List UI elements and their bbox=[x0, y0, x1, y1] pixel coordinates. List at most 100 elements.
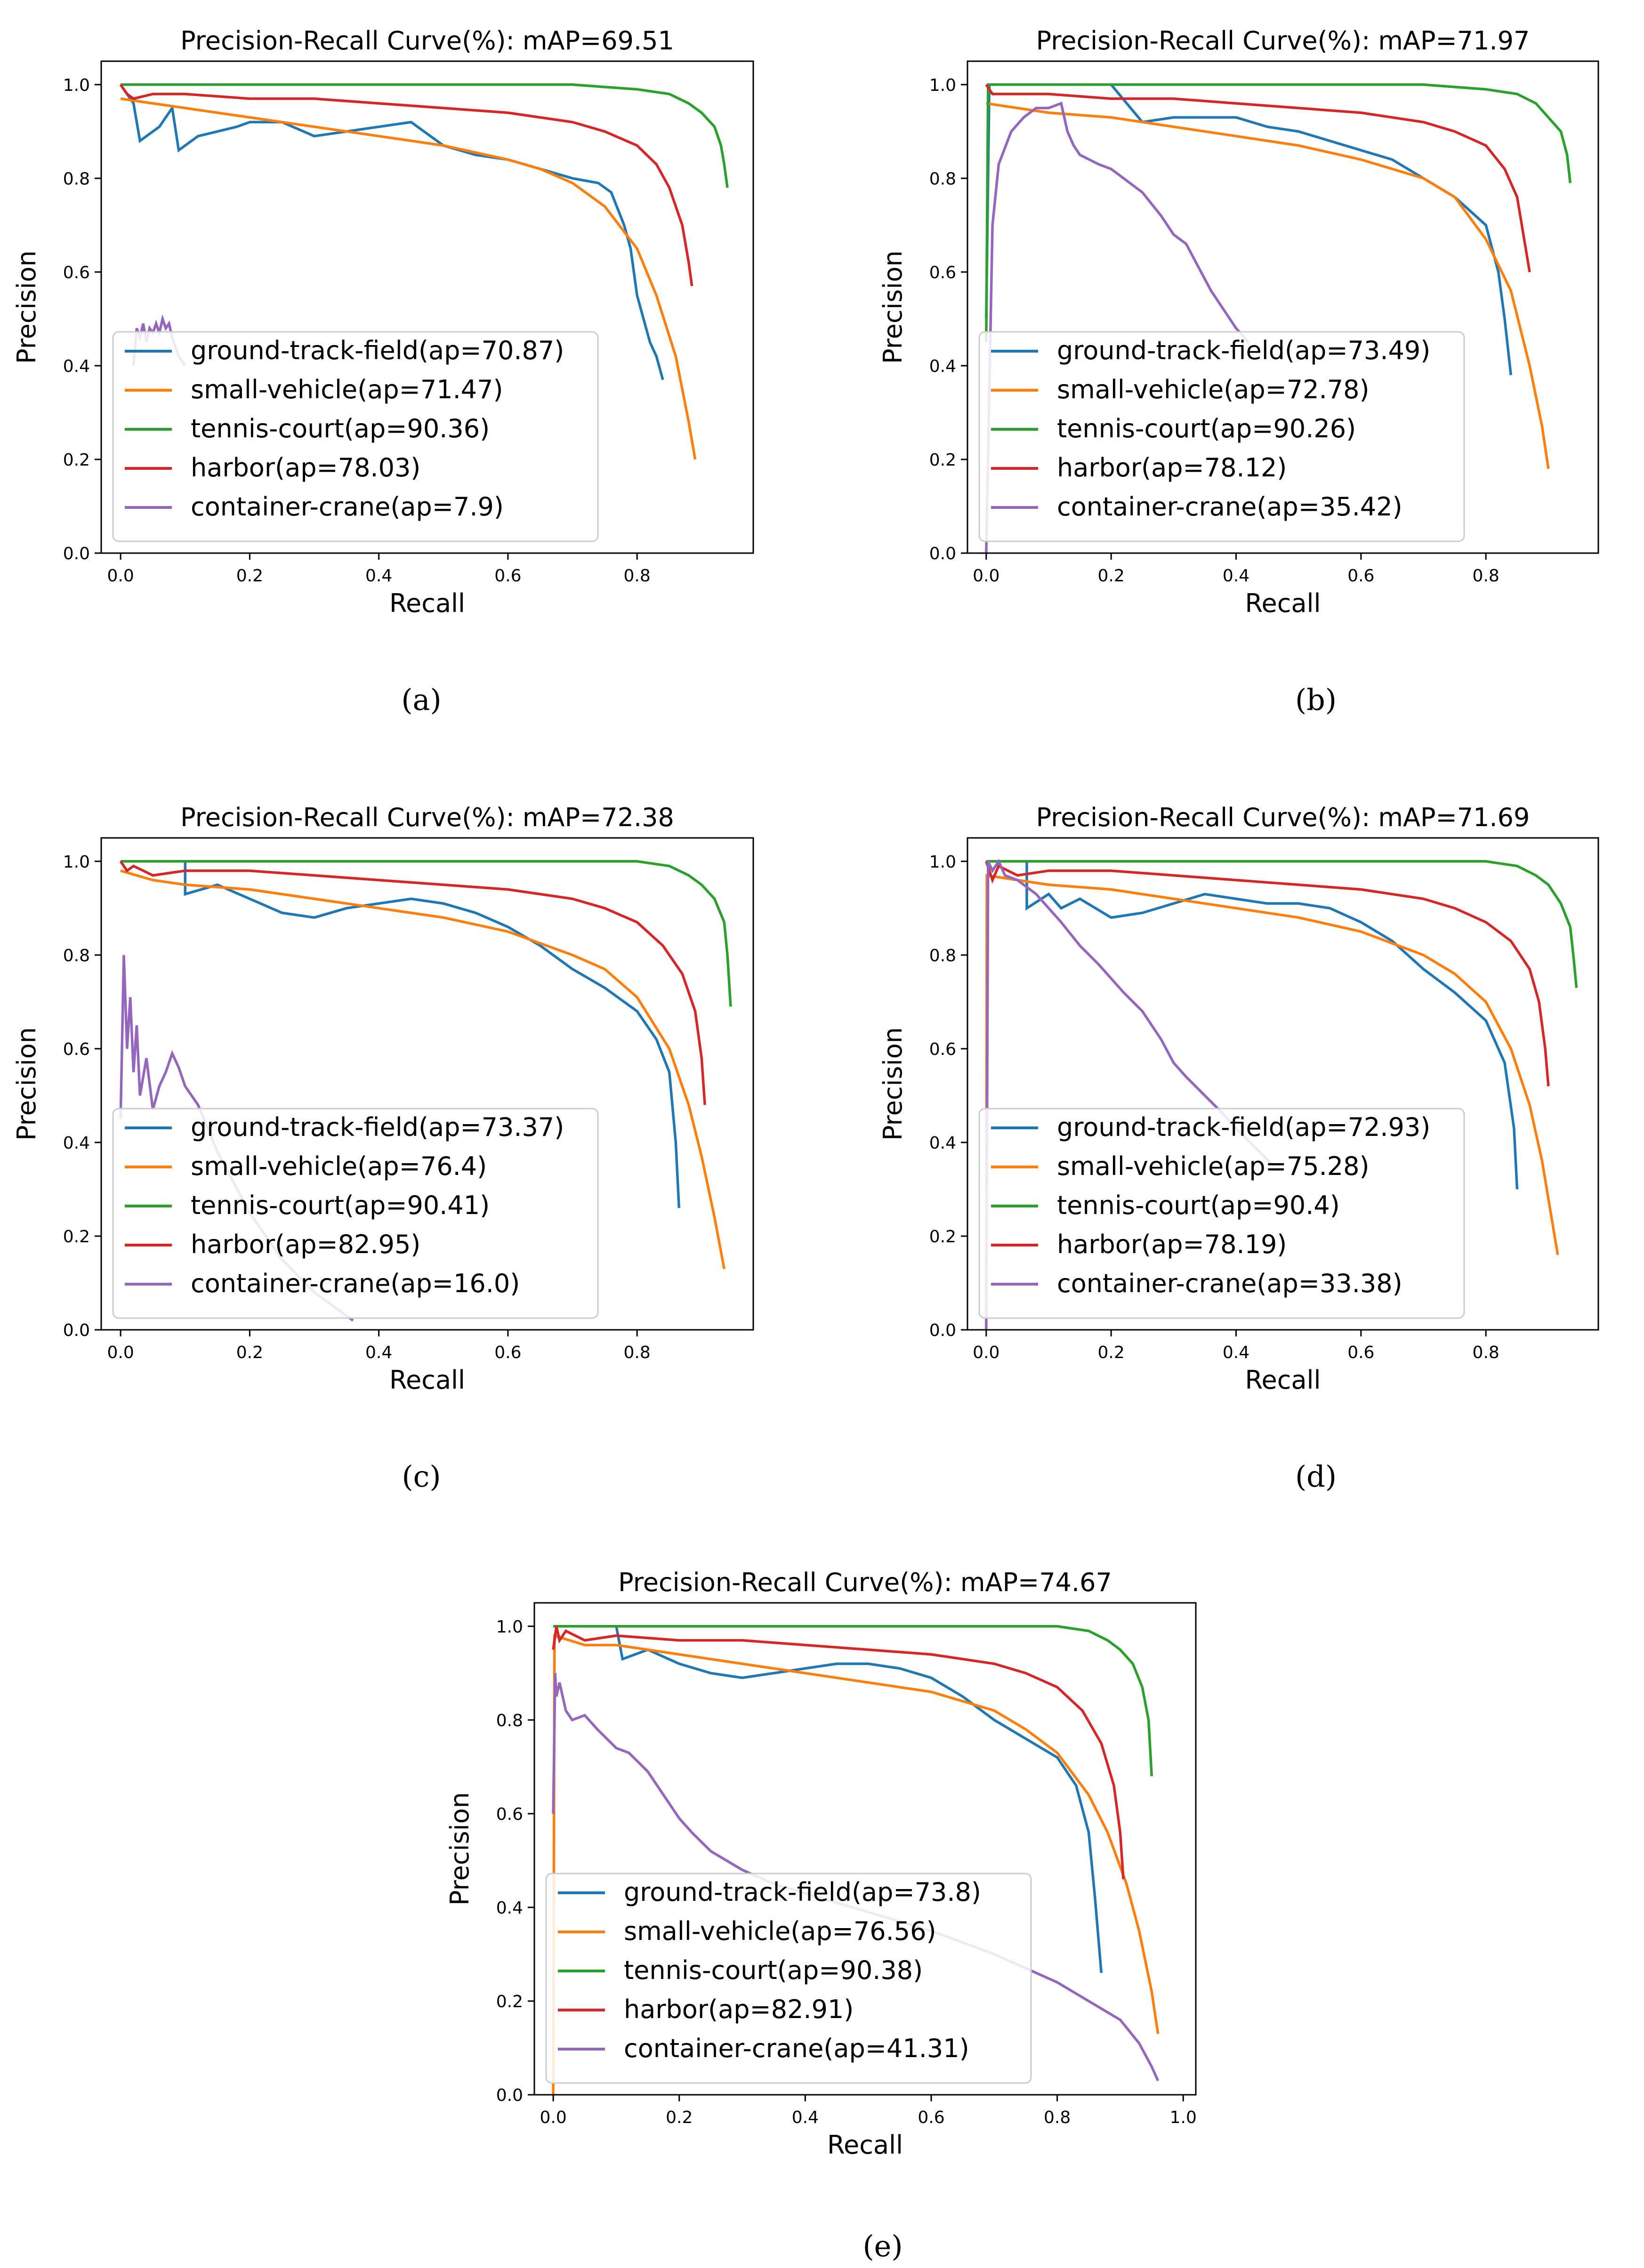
chart-title: Precision-Recall Curve(%): mAP=71.97 bbox=[1036, 26, 1530, 56]
x-tick-label: 0.2 bbox=[236, 566, 263, 586]
y-tick-label: 0.2 bbox=[929, 450, 956, 470]
chart-panel-d: Precision-Recall Curve(%): mAP=71.69 0.0 0… bbox=[878, 803, 1599, 1494]
series-line-0 bbox=[553, 1625, 1103, 1973]
legend-box bbox=[978, 331, 1465, 542]
legend-box bbox=[978, 1108, 1465, 1319]
y-tick-label: 0.2 bbox=[63, 1227, 90, 1247]
series-line-2 bbox=[121, 860, 732, 1007]
y-tick-label: 0.6 bbox=[929, 1040, 956, 1059]
y-axis-label: Precision bbox=[878, 1027, 908, 1141]
x-tick-label: 0.6 bbox=[1347, 1343, 1374, 1362]
legend-label: container-crane(ap=16.0) bbox=[191, 1269, 520, 1298]
x-tick-label: 0.4 bbox=[1223, 1343, 1249, 1362]
x-tick-label: 0.0 bbox=[107, 566, 134, 586]
legend-box bbox=[112, 331, 599, 542]
y-tick-label: 0.4 bbox=[929, 1134, 956, 1153]
y-axis-label: Precision bbox=[12, 1027, 41, 1141]
y-tick-label: 0.8 bbox=[63, 169, 90, 189]
legend: ground-track-field(ap=73.8) small-vehicle… bbox=[545, 1873, 1032, 2084]
x-axis-label: Recall bbox=[1245, 588, 1321, 618]
series-line-3 bbox=[552, 1626, 1125, 1880]
y-tick-label: 0.6 bbox=[63, 1040, 90, 1059]
x-axis-label: Recall bbox=[1245, 1365, 1321, 1395]
y-tick-label: 1.0 bbox=[929, 853, 956, 872]
y-tick-label: 1.0 bbox=[63, 76, 90, 95]
y-tick-label: 1.0 bbox=[63, 853, 90, 872]
y-tick-label: 0.0 bbox=[63, 544, 90, 563]
plot-frame bbox=[967, 837, 1599, 1331]
legend-label: tennis-court(ap=90.38) bbox=[624, 1955, 923, 1985]
series-line-0 bbox=[119, 84, 664, 380]
x-tick-label: 0.6 bbox=[494, 566, 521, 586]
legend-box bbox=[112, 1108, 599, 1319]
series-line-3 bbox=[119, 84, 693, 287]
legend: ground-track-field(ap=73.49) small-vehicl… bbox=[978, 331, 1465, 542]
legend-label: tennis-court(ap=90.36) bbox=[191, 414, 490, 443]
y-tick-label: 0.6 bbox=[496, 1805, 523, 1824]
x-tick-label: 0.0 bbox=[973, 566, 999, 586]
series-line-0 bbox=[121, 860, 681, 1208]
x-tick-label: 0.0 bbox=[973, 1343, 999, 1362]
legend-label: ground-track-field(ap=73.8) bbox=[624, 1877, 981, 1907]
plot-frame bbox=[100, 837, 754, 1331]
panel-caption: (a) bbox=[401, 683, 441, 717]
plot-frame bbox=[967, 60, 1599, 554]
y-tick-label: 0.2 bbox=[63, 450, 90, 470]
plot-frame bbox=[100, 60, 754, 554]
x-tick-label: 1.0 bbox=[1170, 2108, 1197, 2127]
legend-label: ground-track-field(ap=73.49) bbox=[1057, 336, 1430, 365]
series-line-1 bbox=[120, 869, 726, 1270]
chart-panel-b: Precision-Recall Curve(%): mAP=71.97 0.0 0… bbox=[878, 26, 1599, 717]
y-tick-label: 0.6 bbox=[929, 263, 956, 282]
x-tick-label: 0.8 bbox=[1473, 1343, 1499, 1362]
series-line-3 bbox=[985, 861, 1550, 1086]
series-group bbox=[985, 859, 1578, 1330]
x-tick-label: 0.4 bbox=[792, 2108, 819, 2127]
y-tick-label: 0.8 bbox=[496, 1711, 523, 1730]
x-axis-label: Recall bbox=[827, 2130, 903, 2160]
legend-label: harbor(ap=78.12) bbox=[1057, 453, 1287, 483]
series-line-1 bbox=[552, 1633, 1160, 2095]
x-tick-label: 0.8 bbox=[624, 566, 651, 586]
series-line-1 bbox=[986, 102, 1550, 469]
legend-label: container-crane(ap=41.31) bbox=[624, 2034, 969, 2063]
y-tick-label: 0.4 bbox=[929, 357, 956, 376]
chart-title: Precision-Recall Curve(%): mAP=69.51 bbox=[180, 26, 674, 56]
x-tick-label: 0.4 bbox=[365, 566, 392, 586]
series-group bbox=[985, 83, 1572, 553]
panel-caption: (d) bbox=[1295, 1459, 1337, 1494]
x-tick-label: 0.6 bbox=[494, 1343, 521, 1362]
chart-title: Precision-Recall Curve(%): mAP=74.67 bbox=[618, 1568, 1112, 1597]
series-line-2 bbox=[553, 1625, 1153, 1777]
chart-title: Precision-Recall Curve(%): mAP=71.69 bbox=[1036, 803, 1530, 832]
y-tick-label: 0.8 bbox=[63, 946, 90, 965]
series-line-2 bbox=[985, 83, 1572, 343]
panel-caption: (e) bbox=[862, 2229, 903, 2263]
legend-label: harbor(ap=78.19) bbox=[1057, 1230, 1287, 1259]
series-group bbox=[552, 1625, 1160, 2095]
y-tick-label: 1.0 bbox=[496, 1617, 523, 1637]
x-tick-label: 0.8 bbox=[1044, 2108, 1071, 2127]
x-tick-label: 0.6 bbox=[1347, 566, 1374, 586]
series-line-4 bbox=[552, 1673, 1160, 2082]
chart-title: Precision-Recall Curve(%): mAP=72.38 bbox=[180, 803, 674, 832]
y-tick-label: 0.0 bbox=[496, 2086, 523, 2105]
panel-caption: (c) bbox=[402, 1459, 441, 1494]
y-tick-label: 0.4 bbox=[63, 357, 90, 376]
x-tick-label: 0.8 bbox=[1473, 566, 1499, 586]
x-tick-label: 0.2 bbox=[1098, 1343, 1125, 1362]
y-tick-label: 0.8 bbox=[929, 946, 956, 965]
legend: ground-track-field(ap=72.93) small-vehicl… bbox=[978, 1108, 1465, 1319]
x-tick-label: 0.0 bbox=[540, 2108, 567, 2127]
legend-label: ground-track-field(ap=72.93) bbox=[1057, 1112, 1430, 1142]
x-axis-label: Recall bbox=[389, 588, 465, 618]
y-tick-label: 0.2 bbox=[929, 1227, 956, 1247]
chart-panel-c: Precision-Recall Curve(%): mAP=72.38 0.0 0… bbox=[12, 803, 754, 1494]
series-group bbox=[119, 83, 729, 460]
x-tick-label: 0.2 bbox=[1098, 566, 1125, 586]
y-axis-label: Precision bbox=[12, 250, 41, 364]
chart-panel-a: Precision-Recall Curve(%): mAP=69.51 0.0 0… bbox=[12, 26, 754, 717]
plot-frame bbox=[533, 1602, 1197, 2096]
legend-label: container-crane(ap=7.9) bbox=[191, 492, 504, 522]
